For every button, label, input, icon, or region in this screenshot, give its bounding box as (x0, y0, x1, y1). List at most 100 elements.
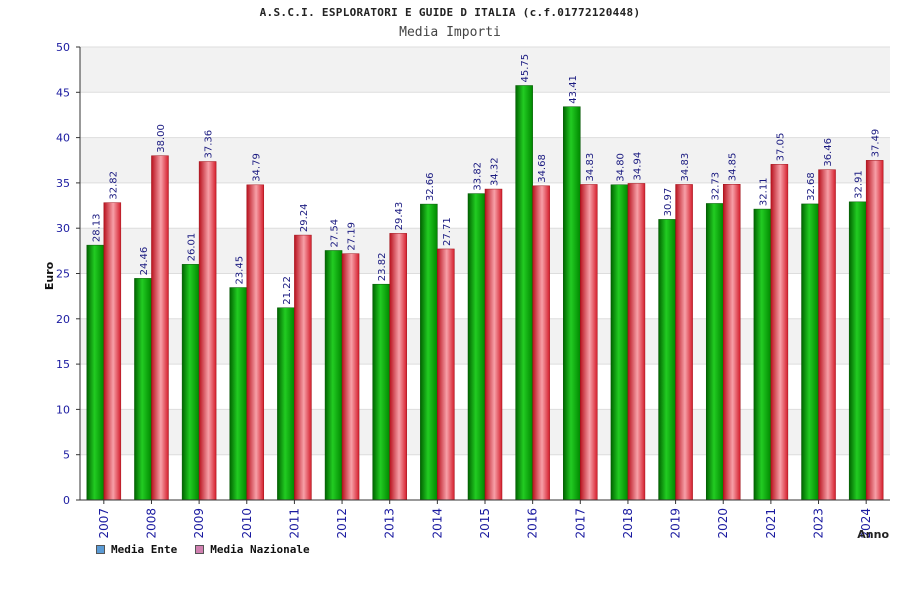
bar-media-ente (229, 287, 248, 501)
bar-media-ente (86, 244, 105, 501)
data-label-media-ente: 21.22 (282, 276, 293, 305)
x-tick-label: 2019 (669, 508, 683, 539)
data-label-media-nazionale: 34.83 (585, 153, 596, 182)
bar-media-ente (515, 85, 533, 501)
legend-item-media-ente: Media Ente (96, 543, 177, 556)
chart-title: A.S.C.I. ESPLORATORI E GUIDE D ITALIA (c… (259, 6, 641, 19)
x-axis-label: Anno (857, 528, 889, 541)
bar-media-ente (753, 208, 772, 501)
bar-media-nazionale (103, 202, 122, 501)
bar-media-nazionale (294, 234, 312, 501)
bar-media-ente (563, 106, 581, 501)
data-label-media-ente: 24.46 (139, 247, 150, 276)
bar-media-ente (372, 283, 390, 501)
x-tick-label: 2009 (192, 508, 206, 539)
bar-media-ente (467, 193, 486, 501)
chart-subtitle: Media Importi (399, 25, 501, 40)
bar-media-nazionale (818, 169, 836, 501)
x-tick-label: 2024 (859, 508, 873, 539)
bar-media-nazionale (722, 184, 741, 501)
x-tick-label: 2010 (240, 508, 254, 539)
data-label-media-nazionale: 27.19 (347, 222, 358, 251)
x-tick-label: 2014 (430, 508, 444, 539)
data-label-media-ente: 32.68 (806, 172, 817, 201)
data-label-media-ente: 34.80 (615, 153, 626, 182)
bar-media-nazionale (484, 188, 503, 501)
x-tick-label: 2017 (573, 508, 587, 539)
data-label-media-ente: 32.91 (854, 170, 865, 199)
data-label-media-ente: 27.54 (330, 219, 341, 248)
legend-item-media-nazionale: Media Nazionale (195, 543, 310, 556)
data-label-media-ente: 32.66 (425, 172, 436, 201)
grid-band (80, 47, 890, 93)
y-tick-label: 50 (56, 41, 70, 54)
bar-media-nazionale (580, 184, 598, 501)
y-tick-label: 25 (56, 268, 70, 281)
y-tick-label: 10 (56, 403, 70, 416)
bar-media-nazionale (437, 248, 455, 501)
bar-media-ente (658, 219, 676, 501)
bar-media-nazionale (151, 155, 169, 501)
data-label-media-ente: 32.73 (711, 172, 722, 201)
data-label-media-nazionale: 34.85 (728, 153, 739, 182)
data-label-media-ente: 32.11 (758, 177, 769, 206)
x-tick-label: 2012 (335, 508, 349, 539)
y-tick-label: 0 (63, 494, 70, 507)
bar-media-ente (610, 184, 629, 501)
data-label-media-ente: 28.13 (91, 214, 102, 243)
x-tick-label: 2023 (812, 508, 826, 539)
bar-media-ente (324, 250, 343, 501)
data-label-media-nazionale: 32.82 (108, 171, 119, 200)
bar-media-nazionale (389, 233, 407, 501)
legend-label-media-ente: Media Ente (111, 543, 178, 556)
bar-media-ente (134, 278, 152, 501)
data-label-media-nazionale: 34.94 (632, 152, 643, 181)
bar-media-ente (801, 203, 819, 501)
data-label-media-nazionale: 37.36 (204, 130, 215, 159)
data-label-media-nazionale: 34.68 (537, 154, 548, 183)
bar-media-nazionale (532, 185, 550, 501)
data-label-media-nazionale: 36.46 (823, 138, 834, 167)
bar-media-nazionale (246, 184, 265, 501)
y-tick-label: 30 (56, 222, 70, 235)
data-label-media-ente: 30.97 (663, 188, 674, 217)
y-tick-label: 5 (63, 449, 70, 462)
data-label-media-ente: 33.82 (473, 162, 484, 191)
data-label-media-nazionale: 38.00 (156, 124, 167, 153)
data-label-media-nazionale: 29.43 (394, 202, 405, 231)
legend-label-media-nazionale: Media Nazionale (210, 543, 310, 556)
bar-media-nazionale (770, 164, 789, 501)
y-tick-label: 20 (56, 313, 70, 326)
data-label-media-nazionale: 34.83 (680, 153, 691, 182)
data-label-media-nazionale: 27.71 (442, 217, 453, 246)
data-label-media-ente: 45.75 (520, 54, 531, 83)
x-tick-label: 2008 (144, 508, 158, 539)
data-label-media-ente: 23.45 (234, 256, 245, 285)
data-label-media-nazionale: 29.24 (299, 203, 310, 232)
data-label-media-nazionale: 37.49 (871, 129, 882, 158)
data-label-media-nazionale: 34.32 (490, 157, 501, 186)
bar-media-ente (705, 203, 724, 501)
y-tick-label: 40 (56, 132, 70, 145)
bar-media-nazionale (627, 183, 646, 501)
data-label-media-ente: 23.82 (377, 253, 388, 282)
legend-swatch-media-nazionale (195, 545, 205, 554)
data-label-media-ente: 26.01 (187, 233, 198, 262)
y-tick-label: 35 (56, 177, 70, 190)
y-tick-label: 15 (56, 358, 70, 371)
bar-media-ente (848, 201, 867, 501)
y-axis-label: Euro (43, 261, 56, 290)
x-tick-label: 2020 (716, 508, 730, 539)
legend-swatch-media-ente (96, 545, 105, 554)
bar-media-ente (181, 264, 200, 501)
x-tick-label: 2013 (383, 508, 397, 539)
data-label-media-nazionale: 34.79 (251, 153, 262, 182)
x-tick-label: 2007 (97, 508, 111, 539)
y-tick-label: 45 (56, 86, 70, 99)
x-tick-label: 2021 (764, 508, 778, 539)
bar-media-nazionale (198, 161, 217, 501)
bar-media-nazionale (341, 253, 360, 501)
bar-media-ente (277, 307, 295, 501)
